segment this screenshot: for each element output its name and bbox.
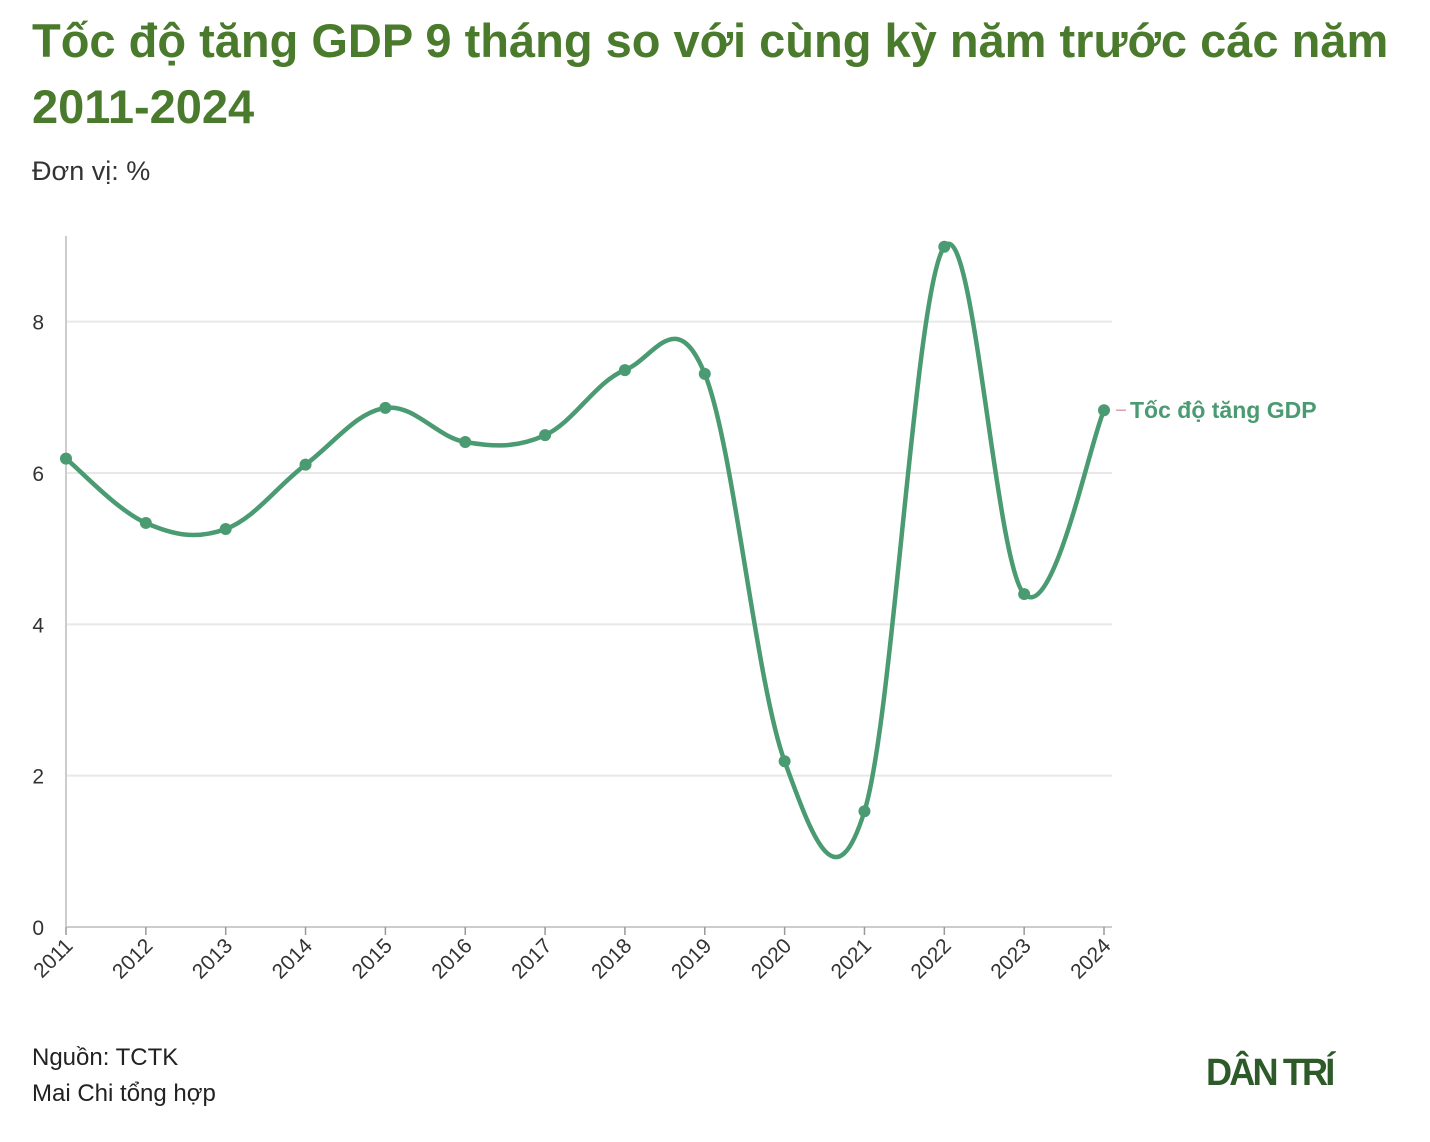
x-tick-label: 2020 <box>747 934 796 983</box>
series-layer <box>60 240 1110 860</box>
x-tick-label: 2023 <box>986 934 1035 983</box>
x-tick-label: 2017 <box>507 934 556 983</box>
gridlines <box>66 320 1112 777</box>
series-label: Tốc độ tăng GDP <box>1130 397 1317 423</box>
y-tick-label: 4 <box>32 614 44 637</box>
data-point <box>1098 404 1110 417</box>
y-tick-label: 8 <box>32 312 44 335</box>
data-point <box>539 429 552 442</box>
source-note: Nguồn: TCTK <box>32 1044 179 1071</box>
x-tick-label: 2021 <box>827 934 876 983</box>
data-point <box>618 364 631 377</box>
x-tick-label: 2012 <box>108 934 157 983</box>
x-tick-label: 2014 <box>268 934 318 984</box>
data-point <box>379 401 392 414</box>
data-point <box>299 458 312 471</box>
y-tick-label: 0 <box>32 917 44 940</box>
data-point <box>698 367 711 380</box>
data-point <box>139 516 152 529</box>
x-tick-label: 2016 <box>427 934 476 983</box>
data-point <box>219 522 232 535</box>
data-point <box>459 435 472 448</box>
x-tick-label: 2015 <box>348 934 397 983</box>
y-tick-label: 2 <box>32 766 44 789</box>
dantri-logo: DÂN TRÍ <box>1206 1052 1335 1094</box>
x-tick-label: 2013 <box>188 934 237 983</box>
author-note: Mai Chi tổng hợp <box>32 1080 216 1107</box>
x-tick-label: 2011 <box>29 934 77 982</box>
y-tick-label: 6 <box>32 463 44 486</box>
data-point <box>60 452 72 465</box>
data-point <box>1018 588 1031 601</box>
series-line <box>63 241 1107 860</box>
data-point <box>938 240 951 253</box>
data-point <box>778 755 791 768</box>
axes <box>65 236 1112 935</box>
x-tick-label: 2022 <box>907 934 956 983</box>
data-point <box>858 805 871 818</box>
chart-unit: Đơn vị: % <box>32 156 151 186</box>
x-tick-label: 2018 <box>587 934 636 983</box>
labels: 0 2 4 6 8 2011 2012 2013 2014 2015 2016 2017 2018 201… <box>29 312 1316 984</box>
chart-title: Tốc độ tăng GDP 9 tháng so với cùng kỳ n… <box>32 14 1389 133</box>
x-tick-label: 2024 <box>1066 934 1116 984</box>
x-tick-label: 2019 <box>667 934 716 983</box>
